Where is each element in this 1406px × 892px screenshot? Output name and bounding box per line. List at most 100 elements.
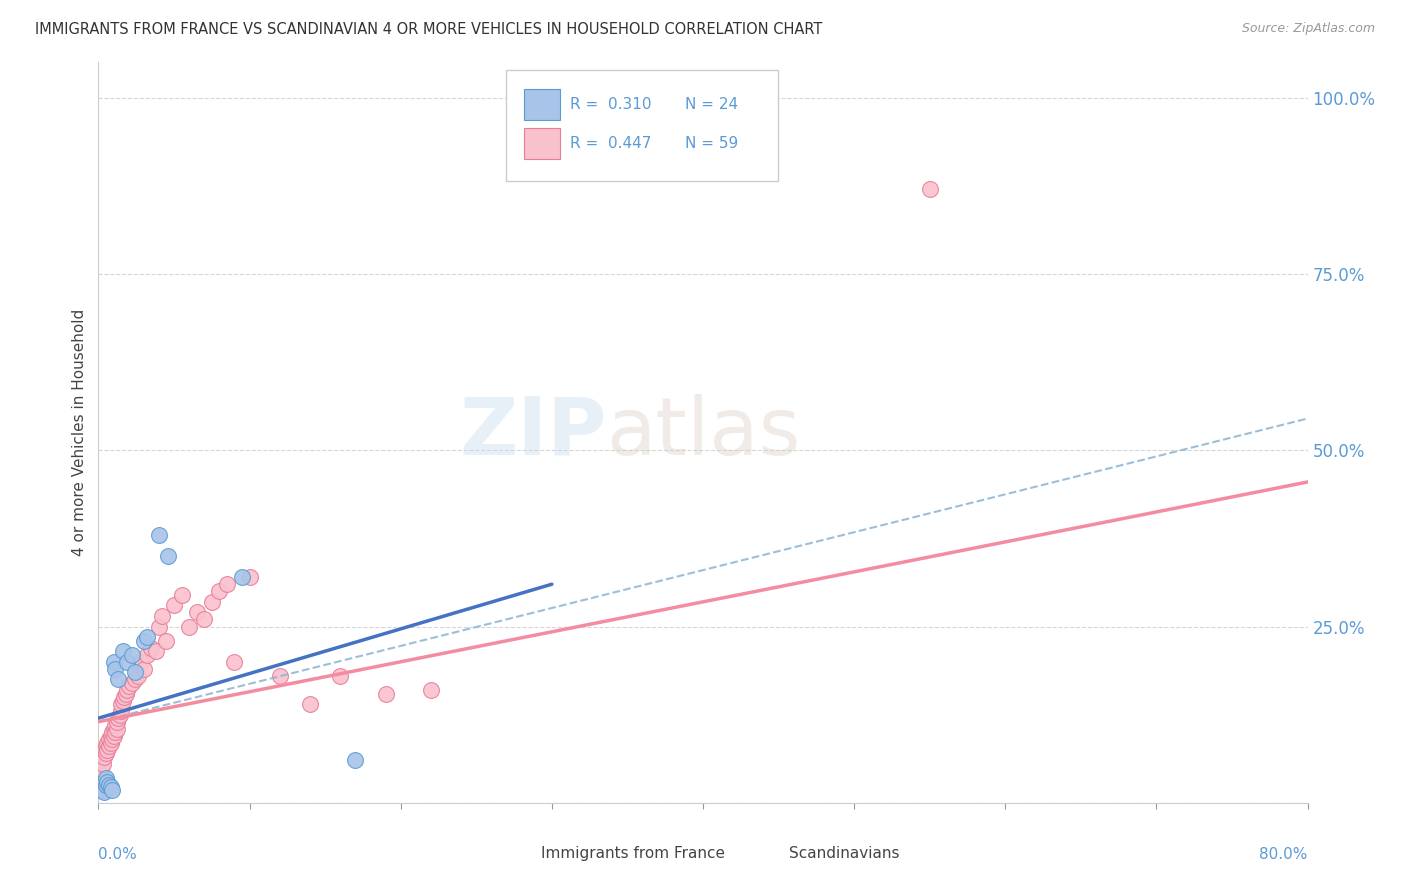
Point (124, 673, 146, 687)
Point (96, 774, 118, 789)
Point (103, 729, 125, 743)
Point (193, 612, 215, 626)
Point (141, 640, 163, 655)
Point (148, 528, 170, 542)
Point (93, 750, 115, 764)
Point (155, 633, 177, 648)
Bar (524, 89, 561, 120)
Point (103, 655, 125, 669)
Point (115, 683, 138, 698)
Point (132, 633, 155, 648)
Point (98, 778, 121, 792)
Point (118, 680, 141, 694)
Point (104, 718, 127, 732)
Point (208, 584, 231, 599)
Point (105, 722, 128, 736)
Point (90, 762, 112, 776)
Point (96, 743, 118, 757)
Point (94, 739, 117, 754)
Text: Source: ZipAtlas.com: Source: ZipAtlas.com (1241, 22, 1375, 36)
Point (100, 729, 122, 743)
Point (105, 714, 128, 729)
Point (135, 630, 157, 644)
Point (918, 182, 941, 196)
Point (132, 662, 155, 676)
Point (344, 754, 367, 768)
Point (94, 778, 117, 792)
Point (90, 780, 112, 795)
Text: atlas: atlas (606, 393, 800, 472)
Text: Immigrants from France: Immigrants from France (541, 846, 725, 861)
Point (420, 683, 443, 698)
Point (179, 619, 201, 633)
Point (94, 771, 117, 785)
Point (93, 785, 115, 799)
Point (100, 780, 122, 795)
Point (111, 693, 134, 707)
Bar (751, 840, 782, 866)
Point (98, 732, 121, 747)
Point (101, 725, 124, 739)
Text: 80.0%: 80.0% (1260, 847, 1308, 863)
Text: IMMIGRANTS FROM FRANCE VS SCANDINAVIAN 4 OR MORE VEHICLES IN HOUSEHOLD CORRELATI: IMMIGRANTS FROM FRANCE VS SCANDINAVIAN 4… (35, 22, 823, 37)
Point (127, 669, 149, 683)
Point (103, 722, 125, 736)
Point (201, 595, 224, 609)
Point (145, 644, 167, 658)
Point (112, 690, 135, 704)
Point (239, 570, 262, 584)
Point (98, 739, 121, 754)
Point (93, 743, 115, 757)
Point (150, 609, 173, 624)
Point (129, 655, 152, 669)
Point (91, 776, 114, 790)
Point (156, 549, 179, 563)
Bar (524, 128, 561, 160)
Text: R =  0.310: R = 0.310 (569, 97, 651, 112)
Point (91, 783, 114, 797)
Point (299, 697, 322, 711)
Point (101, 732, 124, 747)
Text: Scandinavians: Scandinavians (789, 846, 900, 861)
Point (107, 711, 129, 725)
Point (91, 757, 114, 772)
Point (96, 736, 118, 750)
Text: R =  0.447: R = 0.447 (569, 136, 651, 152)
FancyBboxPatch shape (506, 70, 778, 181)
Point (124, 665, 146, 680)
Point (115, 655, 138, 669)
Point (148, 619, 170, 633)
Text: N = 59: N = 59 (685, 136, 738, 152)
Point (104, 662, 127, 676)
Point (163, 599, 186, 613)
Text: N = 24: N = 24 (685, 97, 738, 112)
Point (121, 676, 143, 690)
Point (224, 655, 246, 669)
Point (121, 648, 143, 662)
Bar (503, 840, 534, 866)
Point (215, 577, 238, 591)
Point (104, 725, 127, 739)
Y-axis label: 4 or more Vehicles in Household: 4 or more Vehicles in Household (72, 309, 87, 557)
Point (108, 707, 131, 722)
Point (374, 686, 396, 700)
Point (329, 669, 352, 683)
Point (89, 760, 111, 774)
Point (91, 747, 114, 761)
Point (101, 783, 124, 797)
Point (110, 697, 132, 711)
Point (186, 606, 208, 620)
Point (170, 588, 193, 602)
Text: 0.0%: 0.0% (98, 847, 138, 863)
Point (110, 704, 132, 718)
Point (107, 673, 129, 687)
Point (94, 747, 117, 761)
Point (89, 781, 111, 796)
Point (135, 648, 157, 662)
Text: ZIP: ZIP (458, 393, 606, 472)
Point (269, 669, 291, 683)
Point (231, 570, 253, 584)
Point (111, 644, 134, 658)
Point (90, 754, 112, 768)
Point (100, 736, 122, 750)
